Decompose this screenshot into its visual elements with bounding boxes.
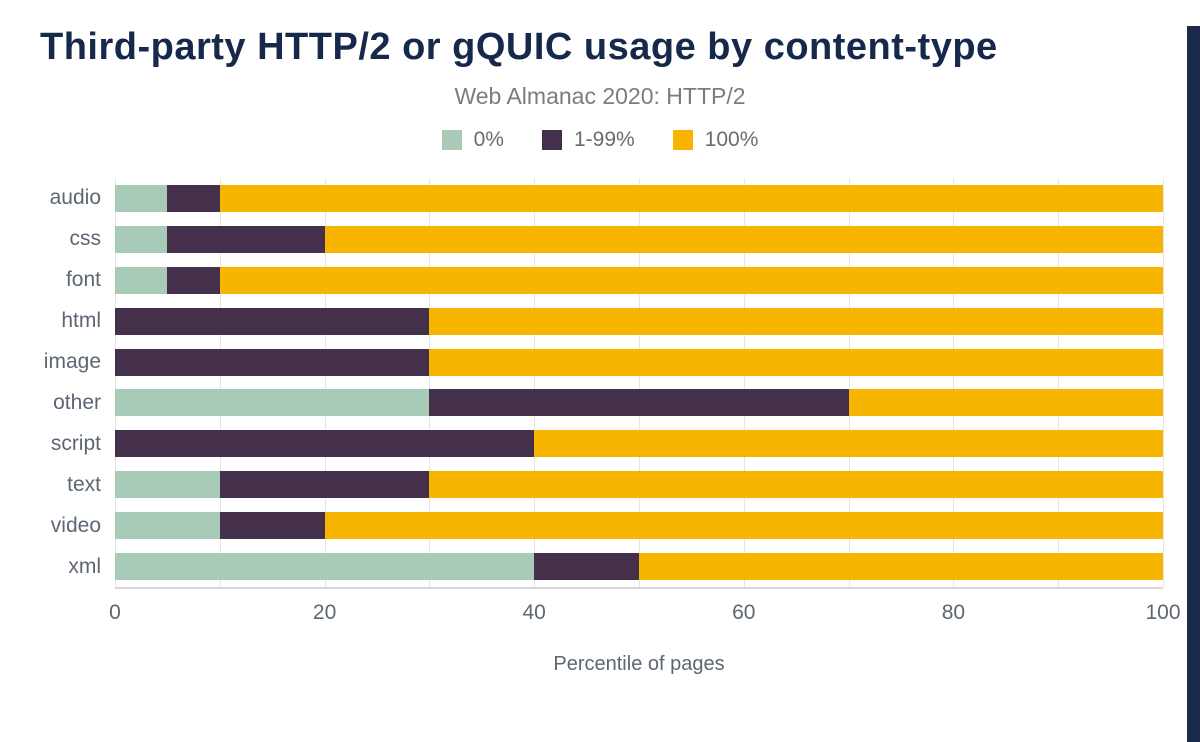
bar-segment[interactable] xyxy=(219,512,325,540)
rows: audio css font html image other script text vide… xyxy=(44,178,1163,587)
bar-row: image xyxy=(44,342,1163,383)
bar-row: other xyxy=(53,383,1163,424)
bar-segment[interactable] xyxy=(429,348,1163,376)
legend-label: 0% xyxy=(473,128,504,151)
stacked-bar[interactable] xyxy=(115,184,1163,212)
bar-row: font xyxy=(66,260,1163,301)
x-tick-label: 40 xyxy=(522,601,546,624)
bar-segment[interactable] xyxy=(638,553,1163,581)
bar-segment[interactable] xyxy=(429,307,1163,335)
bar-segment[interactable] xyxy=(115,266,168,294)
bar-row: video xyxy=(51,505,1163,546)
bar-segment[interactable] xyxy=(167,266,220,294)
bar-row: html xyxy=(61,301,1163,342)
legend-swatch xyxy=(672,130,693,150)
legend-label: 1-99% xyxy=(573,128,635,151)
bar-row: css xyxy=(70,219,1163,260)
y-axis-label: audio xyxy=(49,186,101,210)
x-tick-label: 100 xyxy=(1145,601,1181,624)
bar-segment[interactable] xyxy=(115,184,168,212)
legend-swatch xyxy=(441,130,462,150)
gridline xyxy=(1058,178,1060,587)
gridlines xyxy=(115,178,1164,587)
y-axis-label: font xyxy=(65,268,101,292)
bar-row: script xyxy=(51,423,1163,464)
bar-segment[interactable] xyxy=(167,184,220,212)
gridline xyxy=(115,178,116,587)
bar-segment[interactable] xyxy=(324,225,1163,253)
legend-label: 100% xyxy=(704,128,759,151)
gridline xyxy=(953,178,955,587)
y-axis-label: other xyxy=(53,390,101,414)
bar-segment[interactable] xyxy=(115,307,430,335)
plot-area: audio css font html image other script text vide… xyxy=(44,178,1164,589)
bar-segment[interactable] xyxy=(324,512,1163,540)
bar-segment[interactable] xyxy=(429,471,1163,499)
bar-segment[interactable] xyxy=(115,430,535,458)
x-axis-label: Percentile of pages xyxy=(553,653,725,675)
legend-item[interactable]: 0% xyxy=(441,128,504,152)
legend-swatch xyxy=(541,130,562,150)
bar-row: xml xyxy=(68,546,1163,587)
chart-subtitle: Web Almanac 2020: HTTP/2 xyxy=(454,83,746,109)
stacked-bar[interactable] xyxy=(115,348,1163,376)
stacked-bar[interactable] xyxy=(115,430,1163,458)
bar-segment[interactable] xyxy=(429,389,849,417)
bar-segment[interactable] xyxy=(115,348,430,376)
bar-row: audio xyxy=(50,178,1163,219)
bar-segment[interactable] xyxy=(115,389,430,417)
chart-card: Third-party HTTP/2 or gQUIC usage by con… xyxy=(0,26,1200,742)
bar-segment[interactable] xyxy=(534,430,1163,458)
y-axis-label: xml xyxy=(68,554,101,578)
stacked-bar[interactable] xyxy=(115,266,1163,294)
x-axis-ticks: 0 20 40 60 80 100 xyxy=(109,589,1180,631)
right-edge-strip xyxy=(1187,26,1200,742)
legend-item[interactable]: 1-99% xyxy=(541,128,635,152)
stacked-bar[interactable] xyxy=(115,389,1163,417)
bar-segment[interactable] xyxy=(219,471,430,499)
x-tick-label: 60 xyxy=(732,601,756,624)
bar-segment[interactable] xyxy=(115,471,220,499)
bar-chart: audio css font html image other script text vide… xyxy=(0,178,1200,676)
gridline xyxy=(1163,178,1164,587)
stacked-bar[interactable] xyxy=(115,512,1163,540)
bar-segment[interactable] xyxy=(848,389,1163,417)
x-tick-label: 20 xyxy=(312,601,337,624)
stacked-bar[interactable] xyxy=(115,225,1163,253)
stacked-bar[interactable] xyxy=(115,471,1163,499)
bar-row: text xyxy=(67,464,1163,505)
y-axis-label: image xyxy=(43,350,101,374)
bar-segment[interactable] xyxy=(115,553,535,581)
y-axis-label: css xyxy=(69,227,102,251)
gridline xyxy=(534,178,536,587)
gridline xyxy=(219,178,221,587)
bar-segment[interactable] xyxy=(219,266,1163,294)
y-axis-label: html xyxy=(61,309,101,333)
y-axis-label: script xyxy=(50,431,101,455)
bar-segment[interactable] xyxy=(115,225,168,253)
bar-segment[interactable] xyxy=(167,225,325,253)
x-tick-label: 80 xyxy=(941,601,966,624)
legend: 0% 1-99% 100% xyxy=(0,128,1200,152)
stacked-bar[interactable] xyxy=(115,307,1163,335)
gridline xyxy=(429,178,431,587)
gridline xyxy=(743,178,745,587)
gridline xyxy=(639,178,640,587)
gridline xyxy=(324,178,326,587)
stacked-bar[interactable] xyxy=(115,553,1163,581)
bar-segment[interactable] xyxy=(219,184,1163,212)
bar-segment[interactable] xyxy=(534,553,639,581)
chart-title: Third-party HTTP/2 or gQUIC usage by con… xyxy=(40,26,998,68)
y-axis-label: text xyxy=(67,472,101,496)
y-axis-label: video xyxy=(50,513,101,537)
gridline xyxy=(848,178,850,587)
x-tick-label: 0 xyxy=(109,601,121,624)
legend-item[interactable]: 100% xyxy=(672,128,759,152)
bar-segment[interactable] xyxy=(115,512,220,540)
